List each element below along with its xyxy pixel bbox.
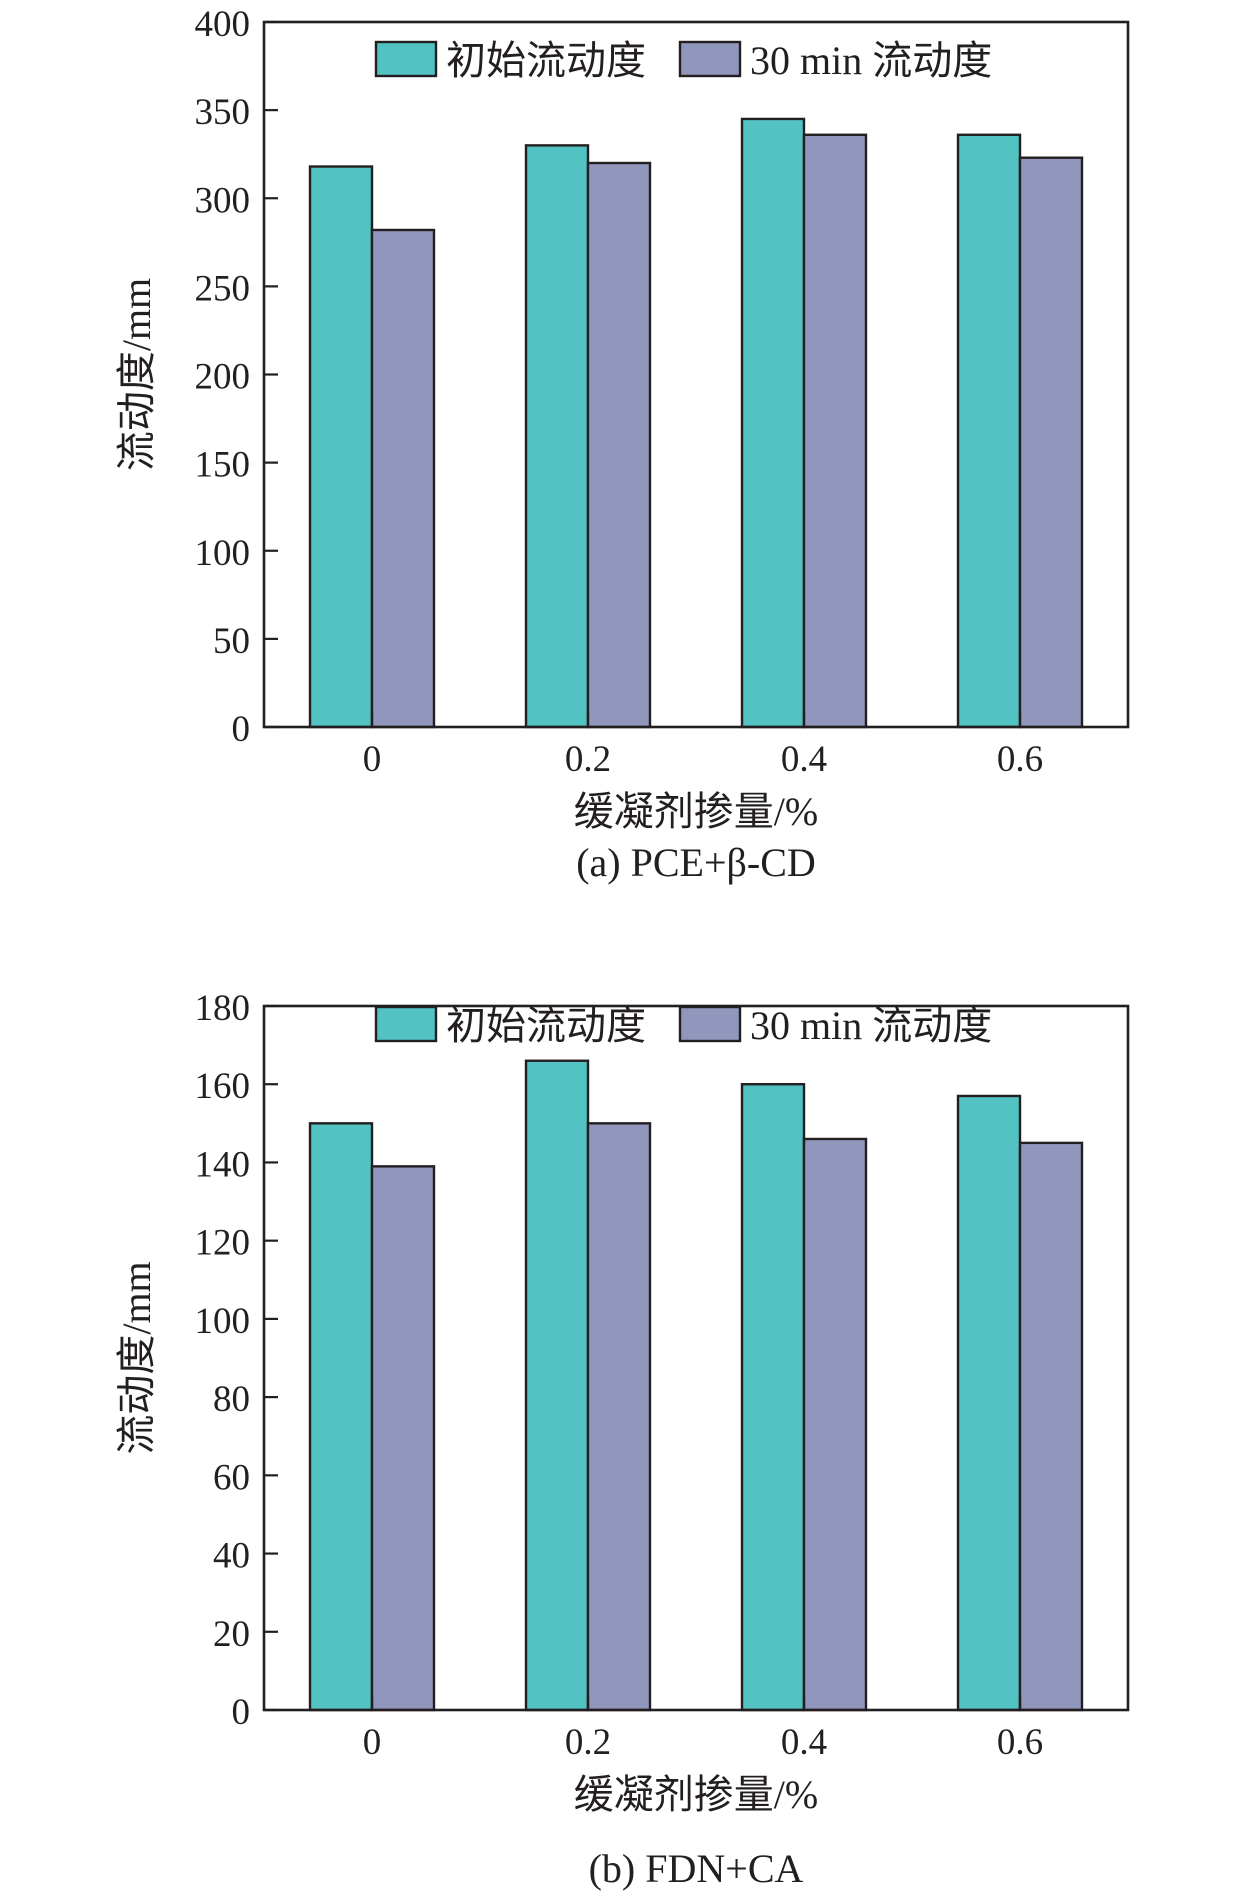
y-tick-label: 140 — [195, 1144, 251, 1185]
x-axis-label: 缓凝剂掺量/% — [574, 1772, 818, 1817]
bar-30min — [586, 1122, 652, 1712]
y-tick-label: 350 — [195, 92, 251, 133]
y-tick-label: 50 — [213, 621, 250, 662]
x-tick-label: 0.4 — [781, 1722, 827, 1763]
x-tick-label: 0.2 — [565, 1722, 611, 1763]
chart-a: 0 50 100 150 200 250 300 350 400 0 0.2 0.4 0.6 初始流动度 3… — [114, 4, 1130, 885]
legend-label-initial: 初始流动度 — [446, 38, 646, 83]
bar-30min — [802, 133, 868, 729]
bar-initial — [524, 144, 590, 729]
x-tick-label: 0 — [363, 1722, 382, 1763]
chart-b: 0 20 40 60 80 100 120 140 160 180 0 0.2 0.4 0.6 初始流动度 3… — [114, 988, 1130, 1891]
bar-30min — [1018, 1141, 1084, 1712]
bar-30min — [802, 1137, 868, 1712]
x-tick-label: 0.4 — [781, 739, 827, 780]
y-tick-label: 200 — [195, 357, 251, 398]
y-tick-label: 20 — [213, 1614, 250, 1655]
chart-caption: (b) FDN+CA — [589, 1846, 804, 1891]
bar-initial — [308, 165, 374, 729]
bar-30min — [370, 228, 436, 729]
y-axis-label: 流动度/mm — [114, 1261, 159, 1454]
y-tick-label: 60 — [213, 1457, 250, 1498]
y-tick-label: 100 — [195, 1301, 251, 1342]
y-tick-label: 0 — [232, 1692, 251, 1733]
bar-initial — [956, 133, 1022, 729]
x-tick-label: 0.2 — [565, 739, 611, 780]
bar-30min — [586, 161, 652, 729]
y-tick-label: 0 — [232, 709, 251, 750]
bar-initial — [308, 1122, 374, 1712]
bar-initial — [740, 117, 806, 729]
y-tick-label: 400 — [195, 4, 251, 45]
y-axis-label: 流动度/mm — [114, 278, 159, 471]
legend-swatch-30min — [678, 40, 742, 78]
y-tick-label: 40 — [213, 1536, 250, 1577]
bar-30min — [370, 1165, 436, 1712]
bar-30min — [1018, 156, 1084, 729]
bar-initial — [524, 1059, 590, 1712]
y-tick-label: 100 — [195, 533, 251, 574]
x-axis-label: 缓凝剂掺量/% — [574, 789, 818, 834]
legend-label-initial: 初始流动度 — [446, 1003, 646, 1048]
y-tick-label: 250 — [195, 268, 251, 309]
x-tick-label: 0.6 — [997, 1722, 1043, 1763]
bar-initial — [956, 1094, 1022, 1712]
chart-caption: (a) PCE+β-CD — [576, 840, 816, 885]
x-tick-label: 0.6 — [997, 739, 1043, 780]
y-tick-label: 80 — [213, 1379, 250, 1420]
legend-swatch-30min — [678, 1005, 742, 1043]
y-tick-label: 300 — [195, 180, 251, 221]
bar-initial — [740, 1083, 806, 1712]
legend-swatch-initial — [374, 1005, 438, 1043]
legend-label-30min: 30 min 流动度 — [750, 38, 992, 83]
legend-swatch-initial — [374, 40, 438, 78]
y-tick-label: 180 — [195, 988, 251, 1029]
legend-label-30min: 30 min 流动度 — [750, 1003, 992, 1048]
y-tick-label: 160 — [195, 1066, 251, 1107]
y-tick-label: 150 — [195, 445, 251, 486]
plot-frame — [262, 20, 1130, 729]
x-tick-label: 0 — [363, 739, 382, 780]
y-tick-label: 120 — [195, 1223, 251, 1264]
